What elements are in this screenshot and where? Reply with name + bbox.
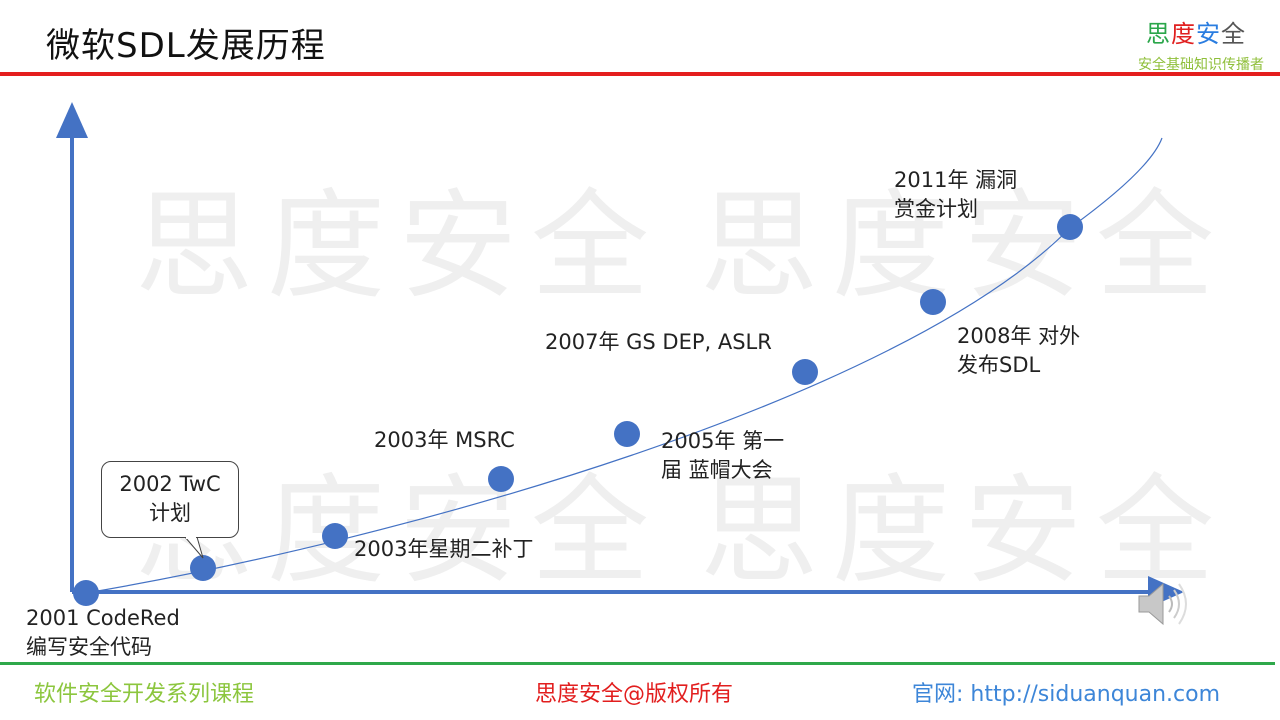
milestone-dot-2002 <box>190 555 216 581</box>
milestone-2003a-label: 2003年星期二补丁 <box>354 537 534 561</box>
callout-tail <box>184 536 204 559</box>
milestone-2001-label: 2001 CodeRed 编写安全代码 <box>26 606 180 659</box>
callout-tail-cover <box>186 536 196 539</box>
milestone-2007-label: 2007年 GS DEP, ASLR <box>545 330 772 354</box>
footer-divider <box>0 662 1275 665</box>
callout-2002: 2002 TwC 计划 <box>101 461 239 538</box>
milestone-dot-2011 <box>1057 214 1083 240</box>
copyright-text: 思度安全@版权所有 <box>535 682 734 707</box>
milestone-label: 2002 TwC <box>119 472 221 496</box>
growth-curve <box>85 137 1163 594</box>
milestone-dot-2001 <box>73 580 99 606</box>
watermark-text: 思度安全 <box>135 177 664 315</box>
milestone-2003b-label: 2003年 MSRC <box>374 428 515 452</box>
website-link[interactable]: 官网: http://siduanquan.com <box>912 682 1221 707</box>
watermark-text: 思度安全 <box>700 462 1229 600</box>
brand-tagline: 安全基础知识传播者 <box>1138 57 1264 73</box>
brand-logo: 思度安全 <box>1146 20 1246 48</box>
milestone-2008-label: 2008年 对外 发布SDL <box>957 324 1081 377</box>
watermark-text: 思度安全 <box>700 177 1229 315</box>
page-title: 微软SDL发展历程 <box>46 26 326 66</box>
milestone-2005-label: 2005年 第一 届 蓝帽大会 <box>661 429 785 482</box>
milestone-dot-2005 <box>614 421 640 447</box>
milestone-dot-2003a <box>322 523 348 549</box>
milestone-2011-label: 2011年 漏洞 赏金计划 <box>894 168 1018 221</box>
course-name: 软件安全开发系列课程 <box>34 682 255 707</box>
milestone-label: 计划 <box>149 501 191 525</box>
speaker-icon[interactable] <box>1133 578 1193 630</box>
milestone-dot-2008 <box>920 289 946 315</box>
milestone-dot-2007 <box>792 359 818 385</box>
milestone-dot-2003b <box>488 466 514 492</box>
header-divider <box>0 72 1280 76</box>
